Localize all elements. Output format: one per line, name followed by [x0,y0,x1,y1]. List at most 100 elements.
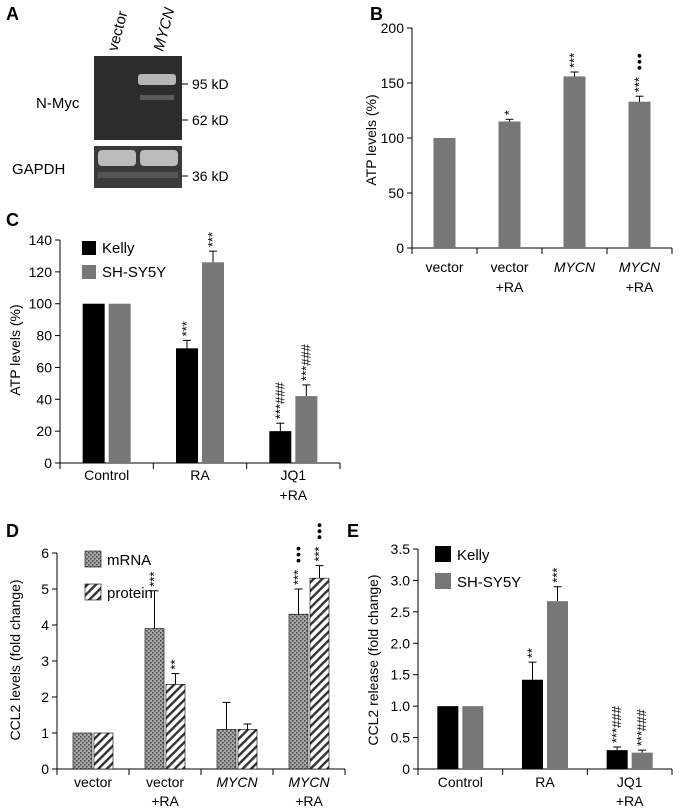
y-axis-label: CCL2 release (fold change) [365,574,381,745]
y-tick-label: 3.5 [391,541,411,557]
marker-label-95: 95 kD [192,76,229,92]
x-tick-label-line2: +RA [151,793,179,809]
y-tick-label: 3.0 [391,572,411,588]
blot-divider [94,140,182,146]
significance-dot [317,535,322,540]
y-tick-label: 200 [381,20,405,36]
significance-dot [637,65,642,70]
y-tick-label: 60 [36,359,52,375]
blot-gapdh-band-2 [140,150,178,166]
bar [563,76,586,249]
blot-gapdh-shadow [98,172,178,178]
significance-dot [296,552,301,557]
x-tick-label: MYCN [216,774,258,790]
lane-label-mycn: MYCN [150,6,178,53]
y-tick-label: 0 [41,761,49,777]
x-tick-label: vector [74,774,112,790]
significance-dot [637,53,642,58]
significance-dot [317,529,322,534]
x-tick-label: JQ1 [617,774,643,790]
bar [72,732,93,770]
significance-label: *** [147,572,162,587]
significance-label: *** [205,232,220,247]
blot-nmyc-band-faint [140,95,174,100]
x-tick-label: Control [84,467,129,483]
y-tick-label: 0 [44,455,52,471]
y-tick-label: 2.5 [391,604,411,620]
bar [437,706,459,769]
y-tick-label: 2.0 [391,635,411,651]
x-tick-label-line2: +RA [616,793,644,809]
western-blot-panel: vector MYCN N-Myc GAPDH 95 kD 62 kD 36 k… [12,6,229,188]
x-tick-label: MYCN [288,774,330,790]
bar [82,303,105,463]
bar [433,138,456,248]
y-tick-label: 100 [381,130,405,146]
bar [498,121,521,248]
bar [295,396,318,463]
x-tick-label: Control [438,774,483,790]
legend-label: mRNA [107,552,151,569]
panel-letter-c: C [6,210,19,230]
lane-label-vector: vector [104,9,131,53]
x-tick-label: RA [190,467,210,483]
significance-label: ** [168,659,183,669]
chart-e-ccl2-release: 0 0.5 1.0 1.5 2.0 2.5 3.0 3.5 CCL2 release (fold… [365,541,673,809]
y-tick-label: 3 [41,653,49,669]
legend-swatch [435,573,451,589]
bar [237,729,258,770]
bar [93,732,114,770]
blot-label-nmyc: N-Myc [36,95,80,112]
x-tick-label-line2: +RA [295,793,323,809]
blot-gapdh-band-1 [98,150,136,166]
bar [108,303,131,463]
significance-label: ***### [634,709,649,747]
legend-label: Kelly [102,240,135,257]
y-tick-label: 1.5 [391,667,411,683]
chart-b-atp-mycn: 0 50 100 150 200 ATP levels (%) vector vector +R… [363,20,673,295]
x-tick-label-line2: +RA [496,279,524,295]
panel-letter-b: B [370,4,383,24]
significance-label: *** [291,570,306,585]
x-tick-label: MYCN [619,259,661,275]
chart-c-atp-cell-lines: 0 20 40 60 80 100 120 140 ATP levels (%) Control R… [7,232,341,503]
legend-label: SH-SY5Y [457,574,521,591]
y-tick-label: 1.0 [391,698,411,714]
bar [176,348,198,463]
significance-label: *** [179,321,194,336]
bar [462,706,484,769]
significance-dot [296,546,301,551]
y-tick-label: 0 [396,240,404,256]
y-tick-label: 120 [29,264,53,280]
x-tick-label-line2: +RA [626,279,654,295]
y-tick-label: 6 [41,545,49,561]
bar [269,431,292,463]
legend-swatch [435,546,451,562]
chart-d-ccl2-levels: 0 1 2 3 4 5 6 CCL2 levels (fold change) vector ve… [7,523,346,809]
y-tick-label: 4 [41,617,49,633]
bar [547,601,568,769]
y-tick-label: 5 [41,581,49,597]
significance-label: ***### [609,705,624,743]
legend-swatch [82,265,96,279]
x-tick-label: vector [146,774,184,790]
bar [522,679,543,769]
y-tick-label: 50 [388,185,404,201]
bar [202,262,224,463]
y-tick-label: 100 [29,296,53,312]
significance-label: *** [550,568,565,583]
y-tick-label: 1 [41,725,49,741]
legend-label: SH-SY5Y [102,264,166,281]
y-tick-label: 40 [36,391,52,407]
blot-label-gapdh: GAPDH [12,161,65,178]
legend-label: protein [107,585,153,602]
significance-dot [296,558,301,563]
significance-label: ** [525,648,540,658]
bar [165,684,186,770]
y-axis-label: ATP levels (%) [363,94,379,185]
x-tick-label: JQ1 [280,467,306,483]
y-tick-label: 150 [381,75,405,91]
significance-dot [637,59,642,64]
marker-label-36: 36 kD [192,168,229,184]
